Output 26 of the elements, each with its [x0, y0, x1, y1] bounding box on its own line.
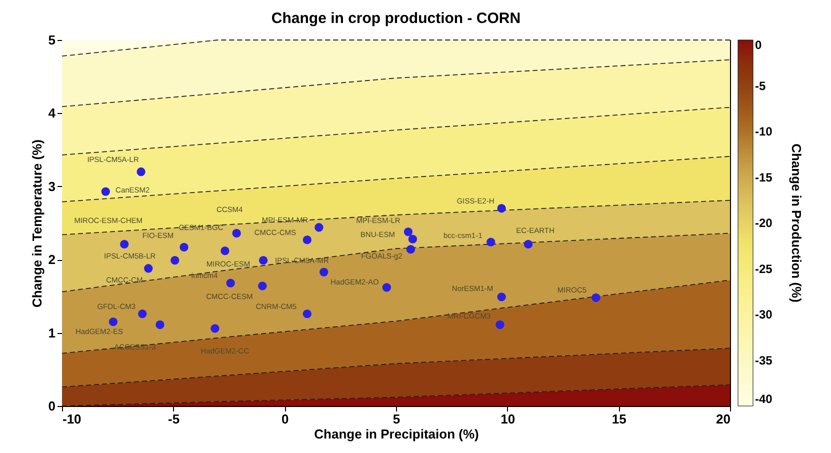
y-tick-label: 0: [48, 398, 56, 414]
color-bar-label: -40: [755, 392, 773, 406]
color-bar-label: -20: [755, 216, 773, 230]
y-tick-label: 4: [48, 106, 56, 121]
y-axis-title: Change in Temperature (%): [29, 139, 44, 308]
x-tick-label: 5: [392, 412, 400, 426]
x-axis-title: Change in Precipitaion (%): [314, 426, 479, 442]
color-bar-label: -25: [755, 262, 773, 276]
color-bar-label: -30: [755, 308, 773, 322]
color-bar-label: -15: [755, 170, 773, 184]
x-tick-label: -5: [168, 412, 180, 426]
color-bar-label: -5: [755, 78, 766, 93]
x-tick-label: 10: [500, 412, 516, 426]
chart-title: Change in crop production - CORN: [271, 10, 521, 27]
y-tick-label: 5: [48, 32, 56, 48]
x-tick-label: 0: [282, 412, 289, 426]
color-bar-label: -35: [755, 353, 773, 368]
y-tick-label: 3: [48, 178, 56, 194]
y-tick-label: 1: [48, 325, 56, 340]
y-tick-label: 2: [48, 252, 56, 268]
color-bar-label: 0: [755, 38, 762, 52]
x-tick-label: 15: [612, 412, 626, 426]
x-tick-label: 20: [716, 412, 730, 426]
color-bar-title: Change in Production (%): [789, 144, 804, 302]
x-tick-label: -10: [62, 412, 82, 426]
color-bar-label: -10: [755, 124, 773, 138]
